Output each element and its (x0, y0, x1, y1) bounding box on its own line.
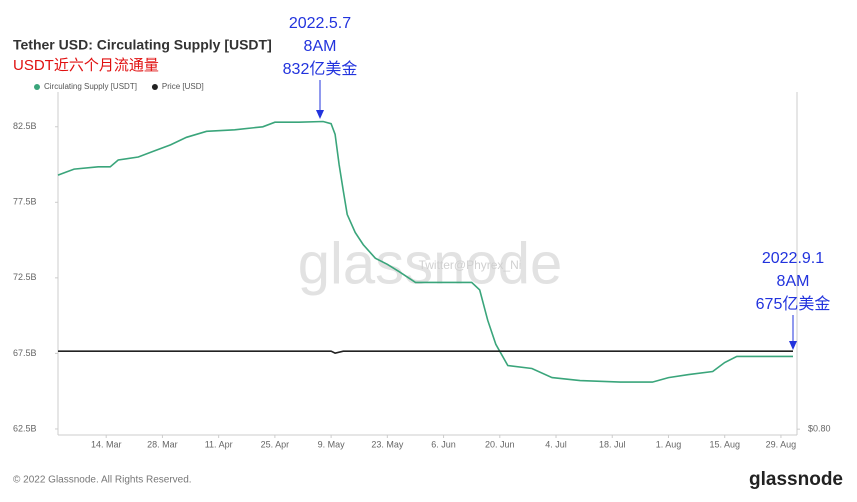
x-tick-label: 15. Aug (709, 439, 740, 449)
y-tick-label: 77.5B (13, 197, 37, 207)
x-tick-label: 29. Aug (766, 439, 797, 449)
x-tick-label: 11. Apr (205, 439, 233, 449)
x-tick-label: 14. Mar (91, 439, 122, 449)
x-tick-label: 28. Mar (147, 439, 178, 449)
legend-label: Price [USD] (162, 82, 204, 91)
annotation-arrowhead (316, 110, 324, 119)
y-tick-label: 62.5B (13, 423, 37, 433)
x-tick-label: 4. Jul (545, 439, 567, 449)
x-tick-label: 23. May (371, 439, 404, 449)
y-tick-label: 72.5B (13, 272, 37, 282)
x-tick-label: 1. Aug (656, 439, 682, 449)
annotation-text: 675亿美金 (756, 295, 831, 313)
logo: glassnode (749, 469, 843, 490)
x-tick-label: 25. Apr (261, 439, 290, 449)
series-line (58, 350, 793, 354)
chart-subtitle: USDT近六个月流通量 (13, 57, 159, 74)
x-tick-label: 6. Jun (431, 439, 456, 449)
legend-swatch (34, 84, 40, 90)
chart-title: Tether USD: Circulating Supply [USDT] (13, 37, 272, 53)
annotation: 2022.5.7 8AM 832亿美金 (283, 15, 358, 119)
watermark: glassnode (298, 231, 562, 296)
x-tick-label: 18. Jul (599, 439, 626, 449)
y-tick-label: 67.5B (13, 348, 37, 358)
annotation-text: 8AM (304, 38, 337, 55)
y2-tick-label: $0.80 (808, 424, 831, 434)
legend-swatch (151, 84, 158, 90)
footer: © 2022 Glassnode. All Rights Reserved. (13, 475, 192, 486)
annotation-text: 2022.5.7 (289, 15, 351, 32)
annotation-text: 832亿美金 (283, 60, 358, 78)
y-tick-label: 82.5B (13, 121, 37, 131)
credit: Twitter@Phyrex_Ni (419, 258, 522, 272)
legend-label: Circulating Supply [USDT] (44, 82, 137, 91)
series-line (57, 120, 793, 383)
x-tick-label: 20. Jun (485, 439, 515, 449)
annotation-arrowhead (789, 341, 797, 350)
annotation-text: 2022.9.1 (762, 250, 824, 267)
annotation-text: 8AM (777, 273, 810, 290)
x-tick-label: 9. May (318, 439, 346, 449)
annotation: 2022.9.1 8AM 675亿美金 (756, 250, 831, 350)
